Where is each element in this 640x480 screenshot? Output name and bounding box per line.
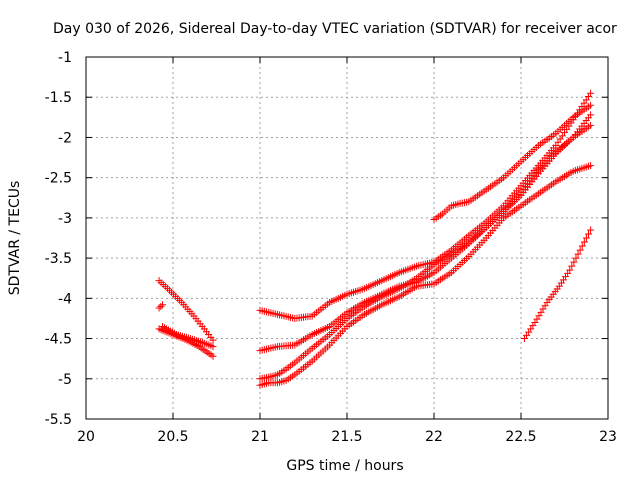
series-track-4 bbox=[159, 322, 217, 351]
series-track-7 bbox=[256, 121, 595, 383]
y-axis-label: SDTVAR / TECUs bbox=[7, 181, 23, 296]
data-point bbox=[209, 343, 217, 351]
y-tick-label: -5 bbox=[58, 372, 72, 388]
x-tick-label: 20 bbox=[77, 429, 95, 445]
x-tick-label: 20.5 bbox=[157, 429, 188, 445]
data-point bbox=[574, 250, 582, 258]
series-track-8 bbox=[256, 162, 595, 389]
y-tick-label: -5.5 bbox=[45, 412, 72, 428]
data-point bbox=[159, 301, 167, 309]
data-point bbox=[155, 304, 163, 312]
data-point bbox=[582, 234, 590, 242]
y-tick-label: -3 bbox=[58, 211, 72, 227]
y-tick-label: -3.5 bbox=[45, 251, 72, 267]
chart-title: Day 030 of 2026, Sidereal Day-to-day VTE… bbox=[53, 21, 617, 37]
x-tick-label: 23 bbox=[599, 429, 617, 445]
series-track-2 bbox=[155, 301, 167, 312]
x-tick-label: 21.5 bbox=[331, 429, 362, 445]
y-tick-label: -2.5 bbox=[45, 171, 72, 187]
data-point bbox=[157, 302, 165, 310]
data-point bbox=[587, 226, 595, 234]
y-tick-label: -2 bbox=[58, 130, 72, 146]
data-point bbox=[587, 89, 595, 97]
y-tick-labels: -1 -1.5 -2 -2.5 -3 -3.5 -4 -4.5 -5 -5.5 bbox=[45, 50, 72, 428]
x-tick-labels: 20 20.5 21 21.5 22 22.5 23 bbox=[77, 429, 617, 445]
data-point bbox=[578, 242, 586, 250]
series-track-9 bbox=[430, 101, 595, 223]
series-track-6 bbox=[256, 111, 595, 355]
data-point bbox=[566, 266, 574, 274]
data-point bbox=[209, 336, 217, 344]
y-tick-label: -4 bbox=[58, 291, 72, 307]
data-point bbox=[580, 238, 588, 246]
y-tick-label: -1 bbox=[58, 50, 72, 66]
data-point bbox=[587, 121, 595, 129]
data-point bbox=[585, 230, 593, 238]
x-axis-label: GPS time / hours bbox=[286, 458, 403, 474]
data-point bbox=[587, 111, 595, 119]
data-point bbox=[587, 162, 595, 170]
x-tick-label: 22 bbox=[425, 429, 443, 445]
data-point bbox=[209, 352, 217, 360]
data-point bbox=[572, 254, 580, 262]
axis-ticks bbox=[85, 56, 609, 420]
series-track-1 bbox=[155, 277, 217, 344]
series-track-10 bbox=[520, 226, 595, 343]
data-point bbox=[576, 246, 584, 254]
data-point bbox=[568, 262, 576, 270]
x-tick-label: 21 bbox=[251, 429, 269, 445]
data-markers bbox=[155, 89, 595, 389]
x-tick-label: 22.5 bbox=[505, 429, 536, 445]
y-tick-label: -1.5 bbox=[45, 90, 72, 106]
grid-lines bbox=[86, 57, 608, 419]
data-point bbox=[570, 258, 578, 266]
data-point bbox=[587, 101, 595, 109]
y-tick-label: -4.5 bbox=[45, 332, 72, 348]
